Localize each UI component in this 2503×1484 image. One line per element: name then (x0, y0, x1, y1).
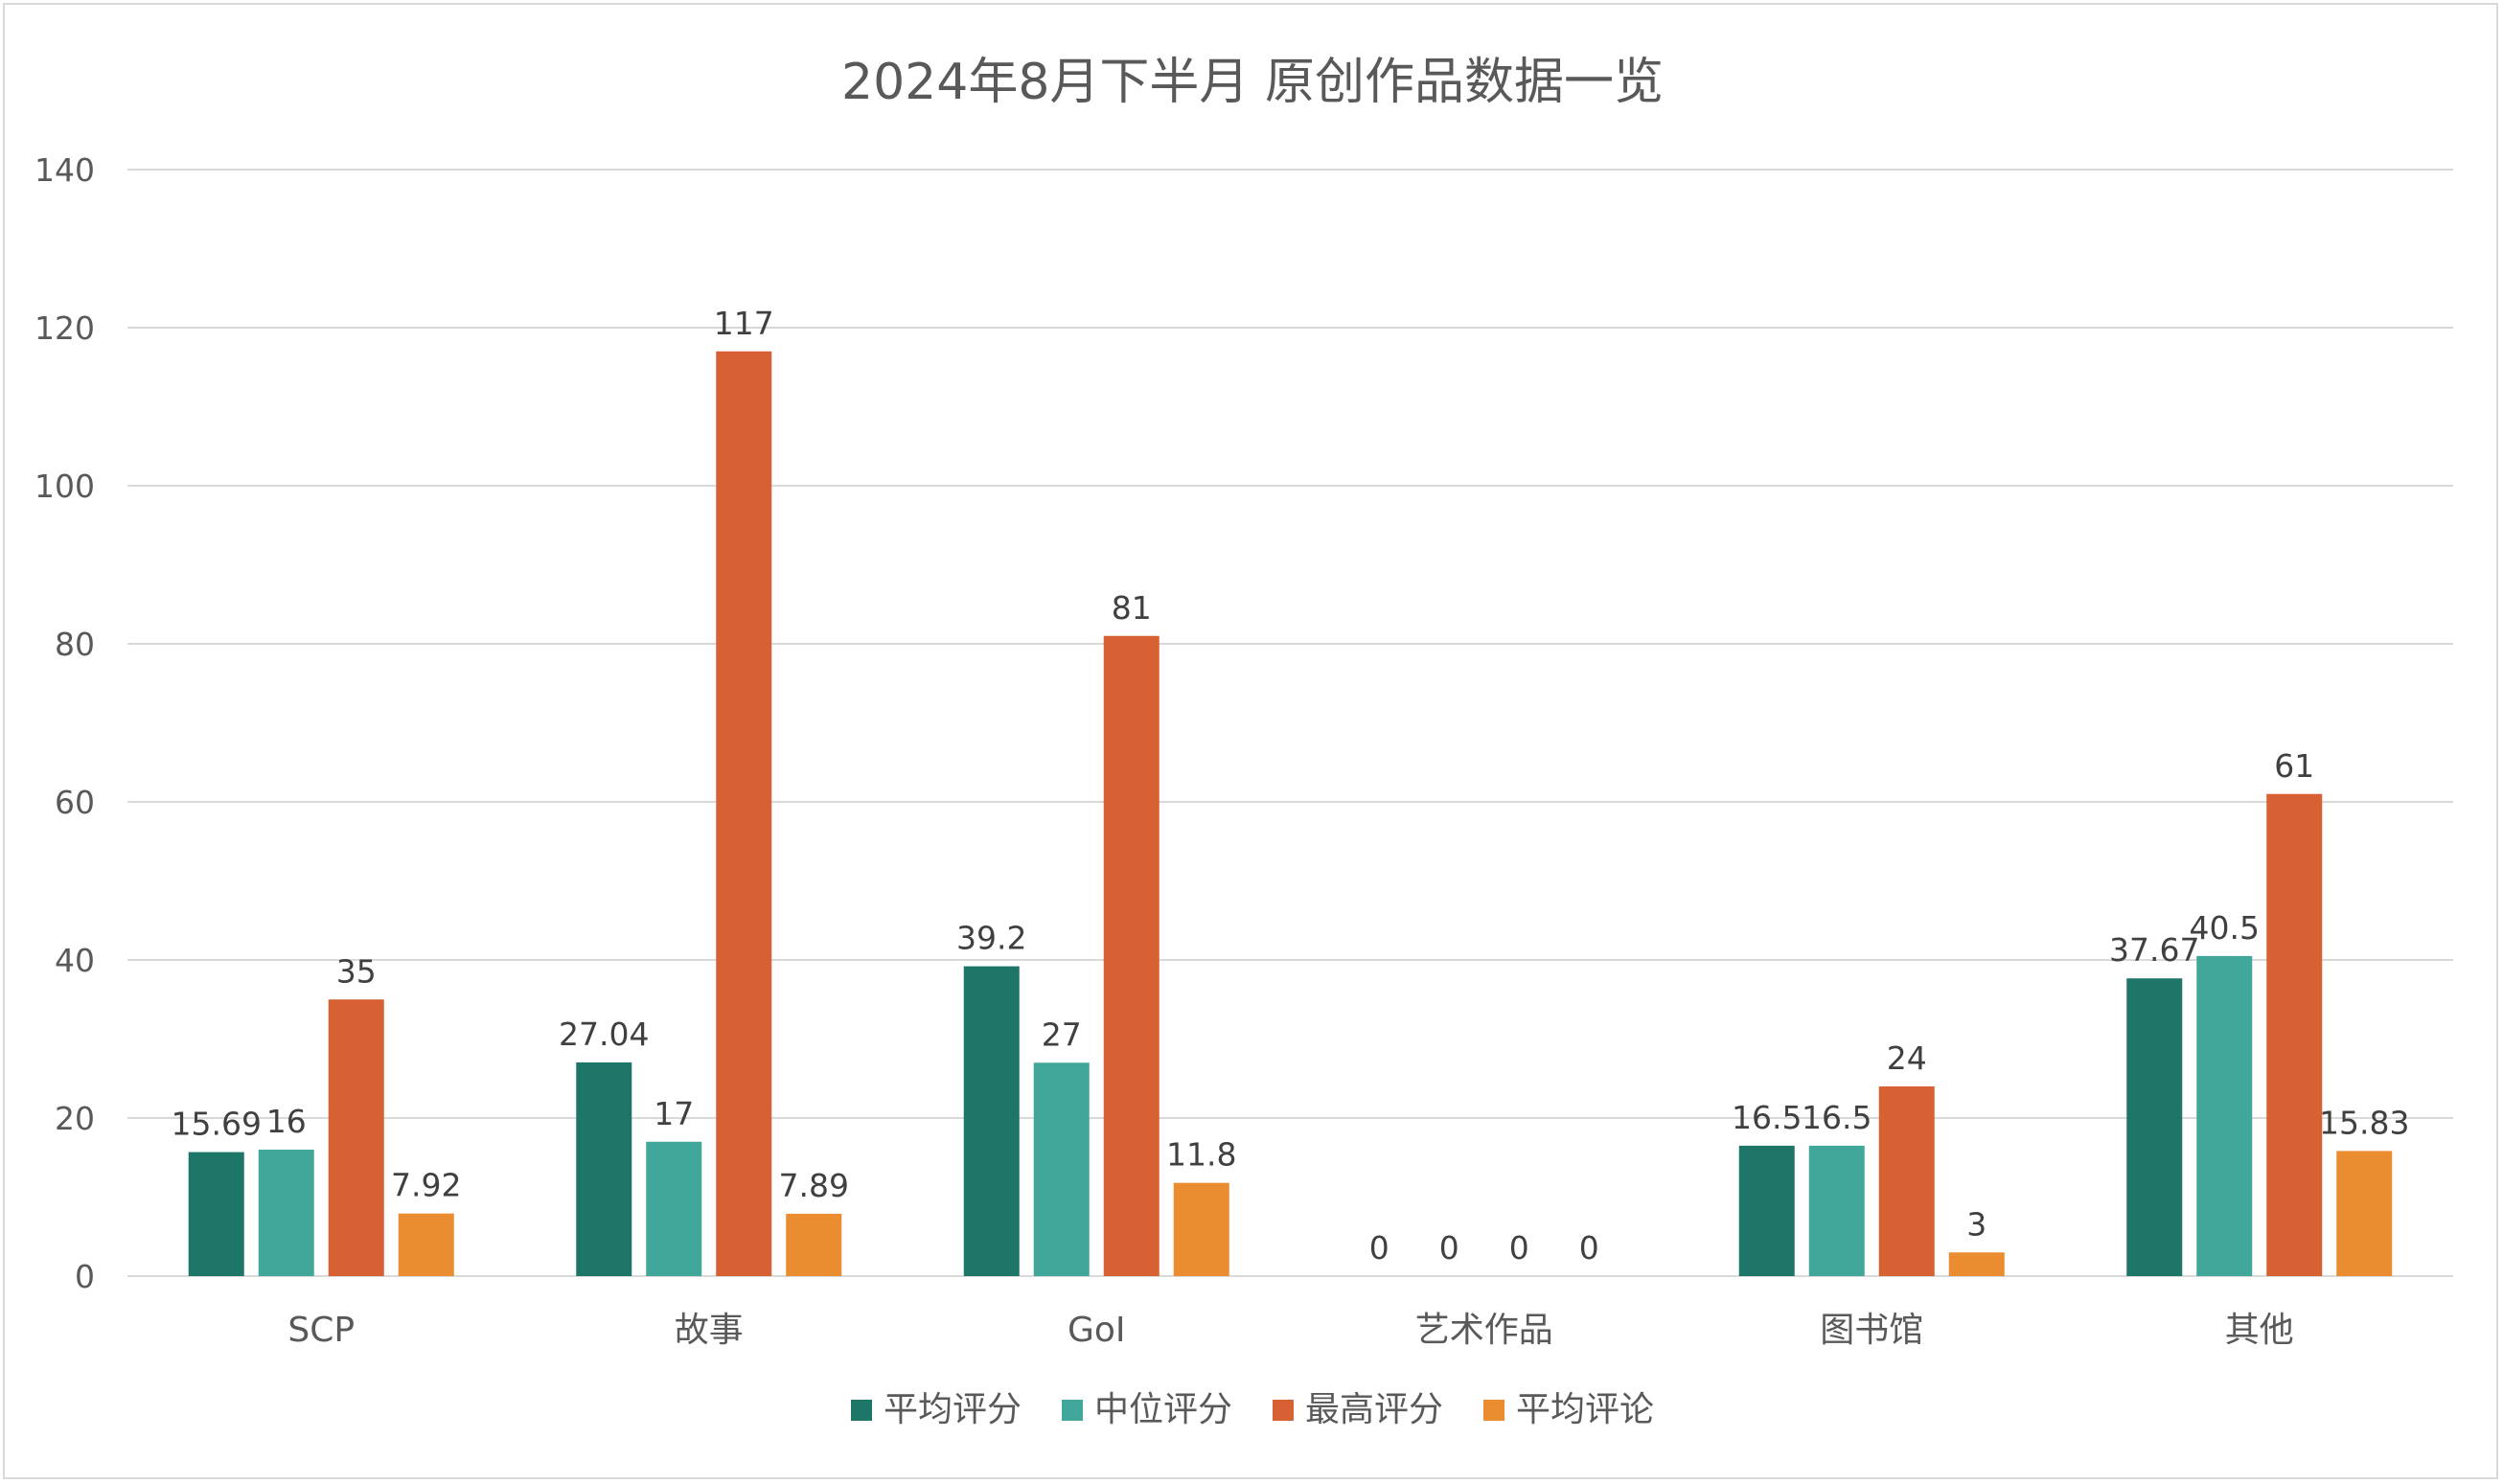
x-tick-label: GoI (1068, 1311, 1126, 1350)
y-tick-label: 20 (55, 1100, 95, 1137)
bar-1-5 (1738, 1145, 1795, 1276)
bar-4-1 (398, 1213, 454, 1276)
bar-1-6 (2126, 978, 2183, 1276)
bar-2-3 (1033, 1062, 1090, 1276)
data-label: 24 (1887, 1039, 1927, 1077)
x-tick-label: 图书馆 (1820, 1311, 1923, 1350)
data-label: 39.2 (956, 920, 1026, 957)
chart-title: 2024年8月下半月 原创作品数据一览 (841, 54, 1664, 111)
data-label: 15.83 (2319, 1104, 2409, 1141)
bar-4-6 (2336, 1151, 2393, 1276)
y-tick-label: 100 (34, 468, 95, 505)
legend: 平均评分 中位评分 最高评分 平均评论 (851, 1390, 1654, 1429)
legend-swatch (851, 1400, 872, 1421)
y-tick-label: 40 (55, 942, 95, 979)
bar-2-1 (258, 1150, 314, 1276)
data-label: 35 (336, 952, 377, 990)
data-label: 0 (1509, 1229, 1529, 1267)
x-tick-label: SCP (287, 1311, 355, 1350)
bar-2-2 (646, 1141, 702, 1276)
data-label: 7.92 (391, 1167, 461, 1204)
y-tick-label: 140 (34, 151, 95, 189)
data-label: 16.5 (1802, 1099, 1872, 1136)
bar-4-5 (1948, 1252, 2005, 1276)
data-label: 3 (1966, 1205, 1986, 1243)
legend-label: 中位评分 (1094, 1390, 1232, 1429)
bar-2-6 (2196, 955, 2253, 1276)
bar-1-2 (576, 1062, 632, 1276)
legend-swatch (1273, 1400, 1294, 1421)
data-label: 16.5 (1732, 1099, 1802, 1136)
legend-swatch (1483, 1400, 1504, 1421)
x-tick-label: 艺术作品 (1415, 1311, 1553, 1350)
legend-label: 平均评分 (884, 1390, 1022, 1429)
y-tick-label: 120 (34, 309, 95, 347)
data-label: 0 (1579, 1229, 1599, 1267)
legend-label: 最高评分 (1305, 1390, 1443, 1429)
data-label: 117 (714, 305, 774, 342)
bar-3-2 (716, 351, 772, 1276)
y-tick-label: 60 (55, 784, 95, 821)
data-label: 11.8 (1166, 1136, 1236, 1174)
data-label: 37.67 (2109, 931, 2199, 969)
chart-frame: 2024年8月下半月 原创作品数据一览 0 20 40 60 80 100 120 140 1… (3, 3, 2498, 1479)
data-label: 0 (1369, 1229, 1389, 1267)
gridlines (127, 169, 2453, 1277)
data-label: 7.89 (779, 1167, 849, 1204)
data-labels: 15.69 16 35 7.92 27.04 17 117 7.89 39.2 27 81 11.8 0… (172, 305, 2410, 1267)
data-label: 17 (654, 1095, 694, 1132)
data-label: 81 (1112, 589, 1152, 627)
bar-2-5 (1808, 1145, 1865, 1276)
bar-3-5 (1878, 1086, 1935, 1276)
bars (188, 351, 2393, 1276)
x-tick-label: 故事 (675, 1311, 744, 1350)
data-label: 0 (1439, 1229, 1459, 1267)
x-tick-label: 其他 (2225, 1311, 2294, 1350)
bar-3-6 (2266, 793, 2323, 1276)
legend-label: 平均评论 (1516, 1390, 1654, 1429)
data-label: 61 (2274, 747, 2314, 785)
x-axis: SCP 故事 GoI 艺术作品 图书馆 其他 (287, 1311, 2293, 1350)
bar-4-3 (1173, 1182, 1229, 1276)
y-axis: 0 20 40 60 80 100 120 140 (34, 151, 95, 1295)
data-label: 27 (1042, 1016, 1082, 1053)
bar-1-1 (188, 1152, 244, 1276)
legend-swatch (1062, 1400, 1083, 1421)
data-label: 16 (266, 1103, 307, 1140)
data-label: 40.5 (2190, 909, 2260, 947)
bar-3-3 (1103, 635, 1160, 1276)
y-tick-label: 0 (75, 1258, 95, 1295)
bar-chart: 2024年8月下半月 原创作品数据一览 0 20 40 60 80 100 120 140 1… (34, 54, 2453, 1429)
bar-4-2 (786, 1213, 842, 1276)
bar-1-3 (963, 966, 1020, 1276)
data-label: 27.04 (559, 1016, 649, 1053)
bar-3-1 (328, 999, 384, 1276)
data-label: 15.69 (172, 1106, 262, 1143)
y-tick-label: 80 (55, 626, 95, 663)
